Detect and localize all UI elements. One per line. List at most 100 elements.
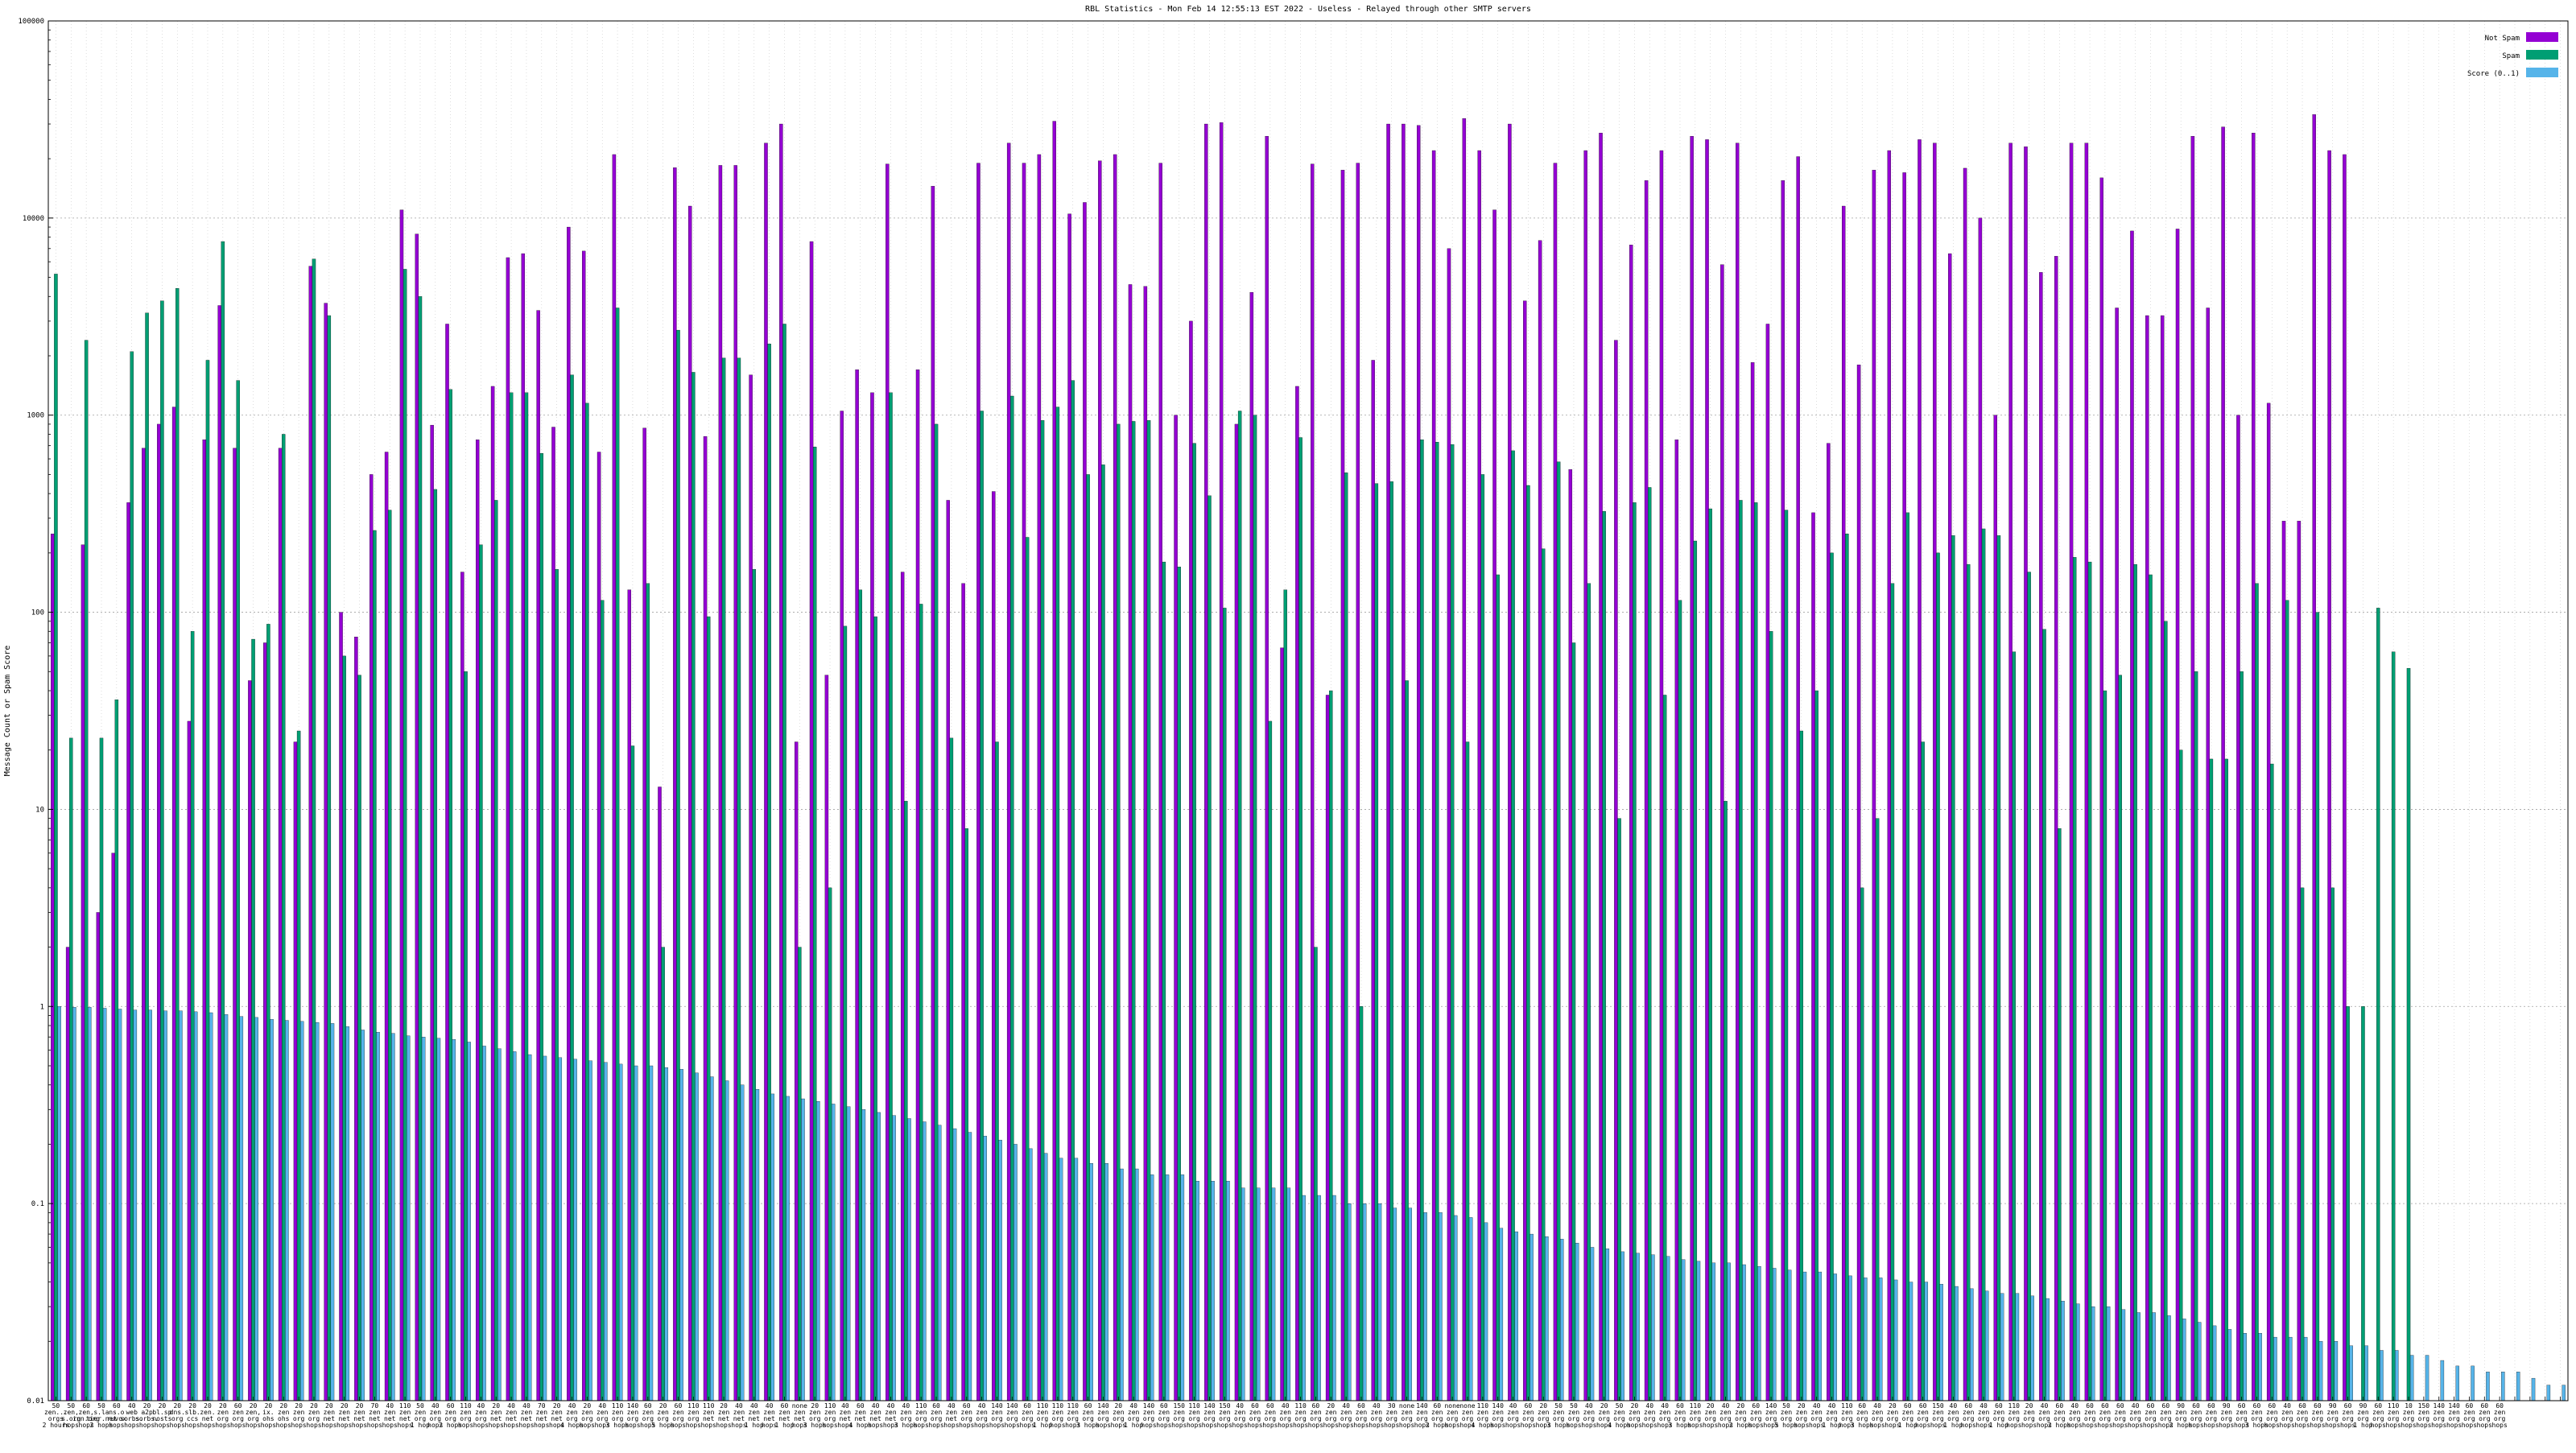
x-category-label: 60 [2496, 1402, 2504, 1410]
bar-score-0-1-140 [2182, 1319, 2186, 1401]
bar-spam-0 [54, 274, 58, 1401]
x-category-label: 60 [963, 1402, 971, 1410]
x-category-label: org [1113, 1415, 1125, 1422]
bar-score-0-1-130 [2030, 1295, 2035, 1401]
bar-spam-40 [661, 947, 665, 1401]
bar-not-spam-73 [1158, 163, 1162, 1401]
bar-not-spam-135 [2099, 177, 2103, 1401]
bar-not-spam-140 [2175, 229, 2180, 1401]
y-tick-label: 1000 [27, 412, 44, 420]
x-category-label: ohs [278, 1415, 290, 1422]
bar-score-0-1-38 [634, 1065, 638, 1401]
x-category-label: none [1444, 1402, 1459, 1410]
bar-score-0-1-119 [1864, 1278, 1868, 1401]
bar-not-spam-1 [65, 947, 70, 1401]
bar-score-0-1-39 [649, 1065, 654, 1401]
bar-score-0-1-63 [1013, 1144, 1018, 1401]
bar-score-0-1-115 [1802, 1271, 1807, 1401]
bar-not-spam-83 [1311, 163, 1315, 1401]
x-category-label: 20 [659, 1402, 667, 1410]
x-category-label: org [1431, 1415, 1443, 1422]
x-category-label: 20 [159, 1402, 167, 1410]
bar-spam-69 [1101, 464, 1105, 1401]
x-category-label: hops [1187, 1422, 1202, 1429]
x-category-label: zen [1810, 1409, 1823, 1416]
bar-score-0-1-25 [436, 1038, 441, 1401]
x-category-label: 20 [143, 1402, 151, 1410]
x-category-label: zen [1401, 1409, 1413, 1416]
bar-spam-36 [600, 600, 605, 1401]
bar-spam-49 [798, 947, 802, 1401]
bar-spam-85 [1344, 473, 1348, 1401]
x-category-label: 50 [97, 1402, 105, 1410]
x-category-label: 60 [1023, 1402, 1031, 1410]
bar-not-spam-58 [931, 186, 935, 1401]
x-category-label: org [171, 1415, 184, 1422]
bar-score-0-1-131 [2046, 1298, 2050, 1401]
bar-spam-68 [1086, 474, 1090, 1401]
bar-score-0-1-145 [2258, 1333, 2262, 1401]
x-category-label: hops [1490, 1422, 1505, 1429]
bar-spam-37 [615, 308, 620, 1401]
bar-spam-134 [2087, 561, 2092, 1401]
x-category-label: hops [2082, 1422, 2097, 1429]
x-category-label: hops [2340, 1422, 2355, 1429]
bar-not-spam-22 [384, 452, 389, 1401]
bar-not-spam-34 [567, 226, 571, 1401]
bar-score-0-1-122 [1909, 1282, 1913, 1401]
bar-spam-123 [1921, 741, 1925, 1401]
x-category-label: hops [1566, 1422, 1581, 1429]
bar-spam-143 [2224, 758, 2228, 1401]
x-category-label: 50 [1782, 1402, 1790, 1410]
x-category-label: hops [2203, 1422, 2219, 1429]
bar-spam-19 [342, 655, 346, 1401]
bar-not-spam-57 [915, 369, 920, 1401]
x-category-label: zen [1067, 1409, 1080, 1416]
x-category-label: org [1598, 1415, 1610, 1422]
x-category-label: 140 [627, 1402, 639, 1410]
x-category-label: org [2357, 1415, 2369, 1422]
x-category-label: org [1553, 1415, 1565, 1422]
x-category-label: zen. [200, 1409, 215, 1416]
x-category-label: hops [1247, 1422, 1262, 1429]
x-category-label: 60 [2147, 1402, 2155, 1410]
bar-not-spam-139 [2160, 315, 2165, 1401]
x-category-label: hops [64, 1422, 79, 1429]
x-category-label: zen [581, 1409, 593, 1416]
bar-score-0-1-61 [983, 1136, 987, 1401]
bar-not-spam-17 [308, 266, 313, 1401]
x-category-label: org [1492, 1415, 1504, 1422]
x-category-label: org [2099, 1415, 2112, 1422]
x-category-label: 110 [915, 1402, 927, 1410]
x-category-label: 4 hops [1608, 1422, 1631, 1429]
x-category-label: hops [1521, 1422, 1536, 1429]
x-category-label: hops [1642, 1422, 1657, 1429]
x-category-label: ns.o [109, 1409, 124, 1416]
x-category-label: org [2160, 1415, 2172, 1422]
x-category-label: zen [2145, 1409, 2157, 1416]
x-category-label: 20 [720, 1402, 728, 1410]
x-category-label: hops [1065, 1422, 1080, 1429]
x-category-label: zen [1522, 1409, 1534, 1416]
x-category-label: zen [430, 1409, 442, 1416]
x-category-label: 110 [1067, 1402, 1080, 1410]
bar-score-0-1-74 [1180, 1174, 1185, 1401]
x-category-label: 110 [687, 1402, 700, 1410]
bar-score-0-1-157 [2440, 1360, 2445, 1401]
x-category-label: 40 [1722, 1402, 1730, 1410]
x-category-label: org [2281, 1415, 2293, 1422]
x-category-label: hops [2234, 1422, 2249, 1429]
bar-spam-48 [782, 324, 786, 1401]
bar-spam-59 [949, 737, 954, 1401]
x-category-label: 140 [2448, 1402, 2460, 1410]
x-category-label: hops [2371, 1422, 2386, 1429]
x-category-label: zen [460, 1409, 472, 1416]
x-category-label: zen [2266, 1409, 2278, 1416]
bar-spam-110 [1724, 801, 1728, 1401]
bar-score-0-1-2 [88, 1007, 92, 1401]
bar-spam-131 [2042, 629, 2046, 1401]
bar-score-0-1-135 [2106, 1306, 2111, 1401]
x-category-label: hops [321, 1422, 336, 1429]
x-category-label: zen [2463, 1409, 2475, 1416]
x-category-label: zen [293, 1409, 305, 1416]
